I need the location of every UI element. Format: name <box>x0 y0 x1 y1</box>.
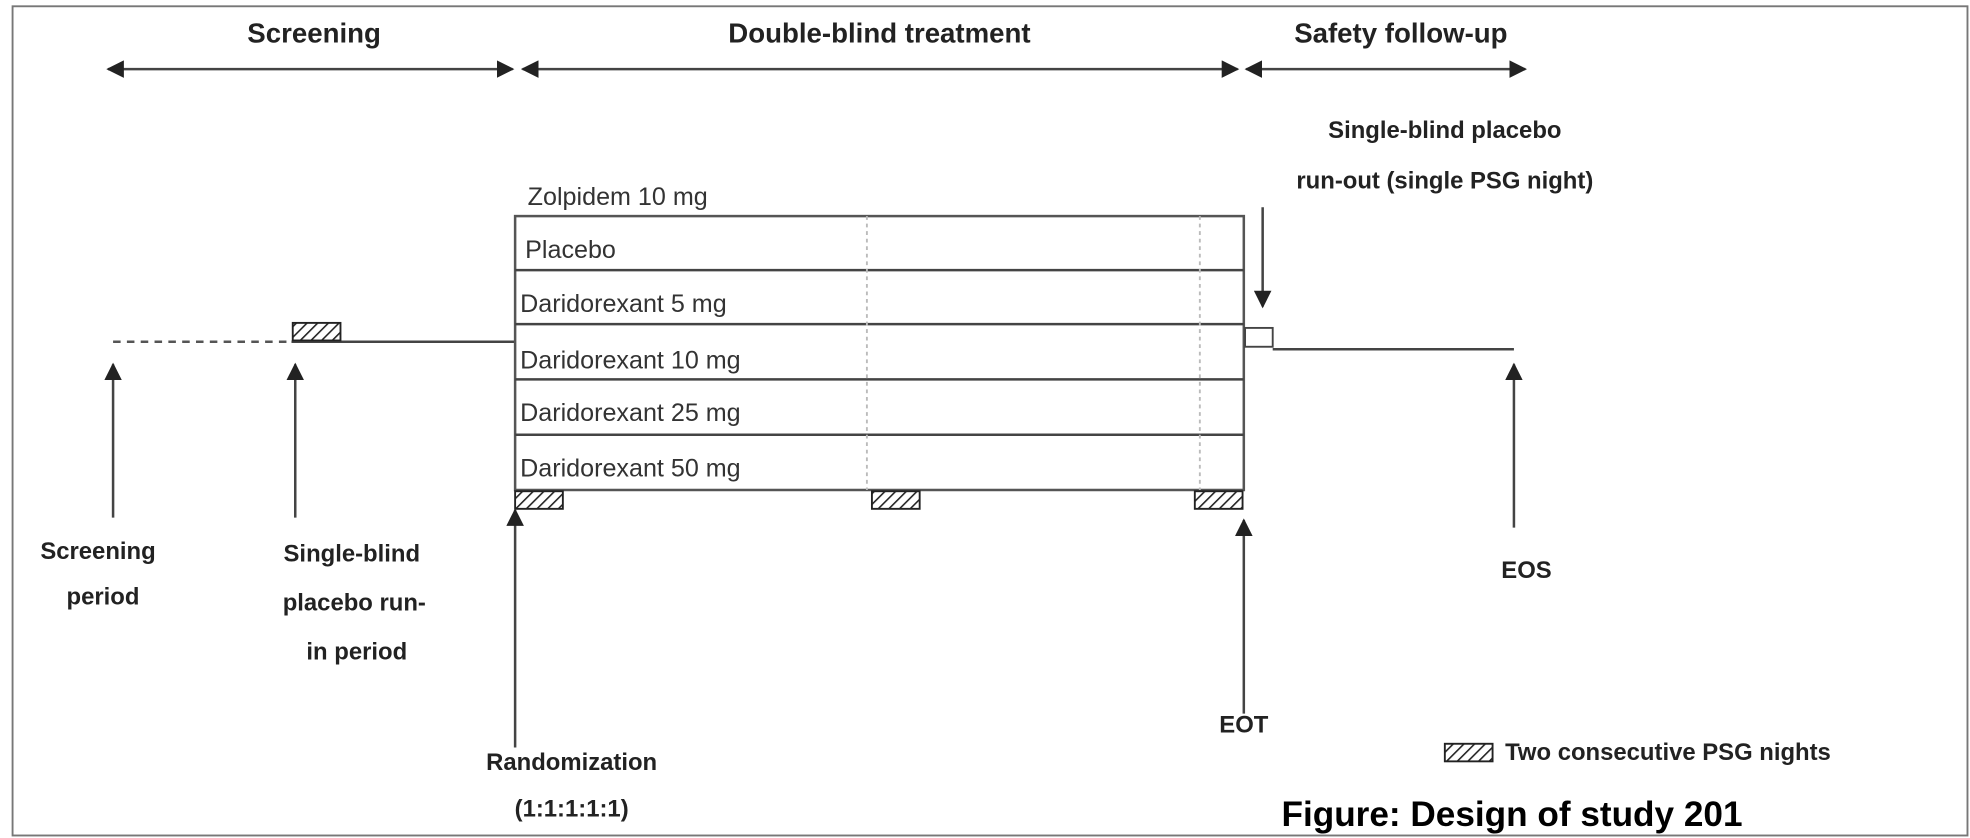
milestone-label: (1:1:1:1:1) <box>515 796 629 823</box>
phase-label: Screening <box>247 17 381 48</box>
run-out-label: run-out (single PSG night) <box>1296 167 1593 194</box>
run-out-night <box>1244 326 1274 348</box>
phase-label: Safety follow-up <box>1294 17 1507 48</box>
treatment-box <box>513 214 1246 492</box>
caption: Figure: Design of study 201 <box>1282 795 1743 834</box>
psg-nights <box>291 321 342 342</box>
legend-swatch <box>1443 742 1494 763</box>
milestone-label: in period <box>306 639 407 666</box>
milestone-label: Randomization <box>486 749 657 776</box>
frame <box>11 5 1969 837</box>
psg-nights <box>870 490 921 510</box>
arm-label: Daridorexant 5 mg <box>520 290 727 318</box>
psg-nights <box>1193 490 1244 510</box>
milestone-label: EOT <box>1219 711 1268 738</box>
run-out-label: Single-blind placebo <box>1328 117 1561 144</box>
arm-label: Zolpidem 10 mg <box>528 183 708 211</box>
arm-label: Daridorexant 50 mg <box>520 455 741 483</box>
milestone-label: EOS <box>1501 557 1551 584</box>
arm-label: Daridorexant 10 mg <box>520 346 741 374</box>
arm-label: Placebo <box>525 236 616 264</box>
milestone-label: placebo run- <box>283 590 426 617</box>
arm-label: Daridorexant 25 mg <box>520 399 741 427</box>
legend-label: Two consecutive PSG nights <box>1505 739 1831 766</box>
phase-label: Double-blind treatment <box>728 17 1030 48</box>
milestone-label: period <box>67 583 140 610</box>
psg-nights <box>514 490 564 510</box>
milestone-label: Single-blind <box>284 541 421 568</box>
milestone-label: Screening <box>40 538 155 565</box>
